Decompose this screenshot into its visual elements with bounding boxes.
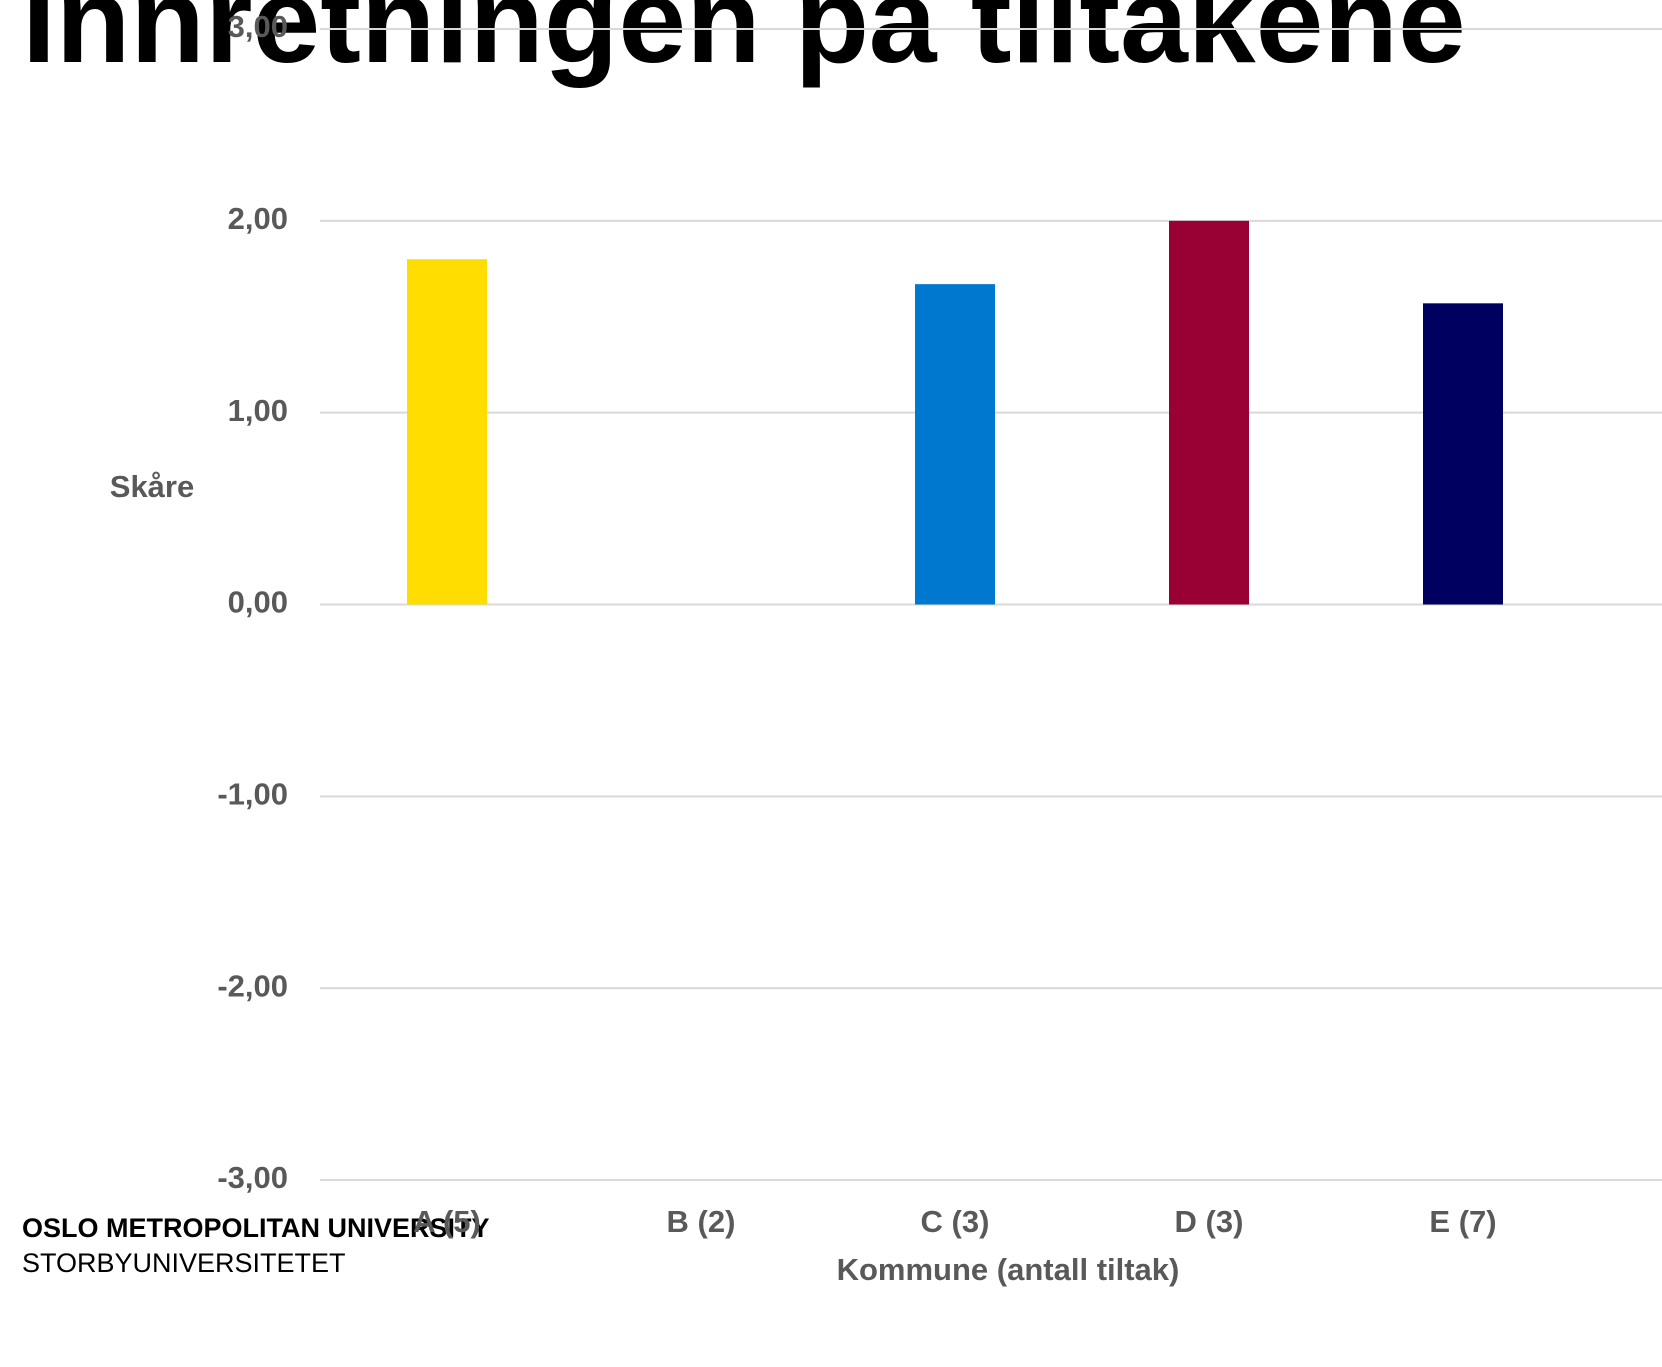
bar — [1169, 220, 1249, 605]
y-tick-label: -3,00 — [217, 1160, 288, 1195]
y-tick-label: 2,00 — [228, 201, 288, 236]
chart-title: Innretningen på tiltakene — [22, 0, 1466, 88]
x-tick-label: D (3) — [1175, 1204, 1244, 1239]
y-tick-label: 3,00 — [228, 9, 288, 44]
y-tick-label: -1,00 — [217, 777, 288, 812]
x-tick-label: E (7) — [1429, 1204, 1496, 1239]
y-tick-label: 0,00 — [228, 585, 288, 620]
x-tick-label: C (3) — [921, 1204, 990, 1239]
logo-subname: STORBYUNIVERSITETET — [22, 1248, 346, 1278]
y-axis-label: Skåre — [110, 469, 194, 504]
y-tick-label: -2,00 — [217, 968, 288, 1003]
bar — [407, 259, 487, 605]
x-tick-label: A (5) — [413, 1204, 481, 1239]
bar — [1423, 303, 1503, 605]
logo-name: OSLO METROPOLITAN UNIVERSITY — [22, 1213, 490, 1243]
bar — [915, 284, 995, 605]
y-tick-label: 1,00 — [228, 393, 288, 428]
x-tick-label: B (2) — [667, 1204, 736, 1239]
x-axis-label: Kommune (antall tiltak) — [837, 1252, 1180, 1287]
